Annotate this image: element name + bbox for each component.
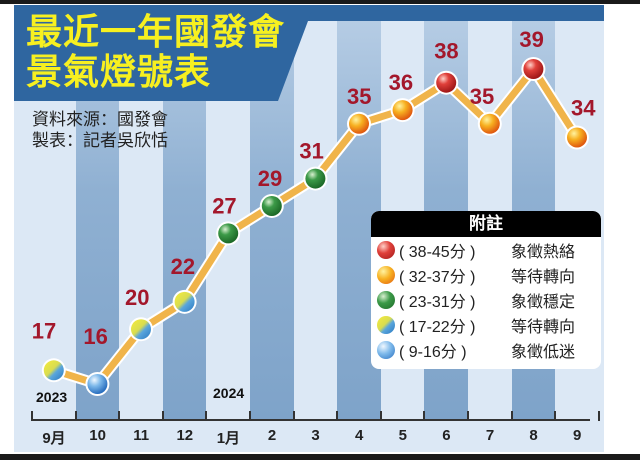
x-axis-label: 12 bbox=[176, 427, 194, 444]
source-credit: 資料來源：國發會 製表：記者吳欣恬 bbox=[32, 110, 168, 152]
signal-marker-green bbox=[218, 223, 239, 244]
signal-marker-yellow-blue bbox=[131, 319, 151, 340]
x-axis-label: 5 bbox=[398, 427, 407, 444]
x-axis-label: 1月 bbox=[216, 430, 241, 447]
x-axis-tick bbox=[205, 411, 208, 421]
signal-marker-yellow-red bbox=[479, 113, 500, 134]
x-axis-label: 11 bbox=[133, 427, 150, 444]
legend-item: ( 23-31分 ) 象徵穩定 bbox=[371, 287, 601, 312]
legend-range: ( 9-16分 ) bbox=[399, 343, 467, 361]
legend-range: ( 17-22分 ) bbox=[399, 318, 476, 336]
author-line: 製表：記者吳欣恬 bbox=[32, 131, 168, 151]
x-axis-tick bbox=[467, 411, 469, 421]
value-label: 17 bbox=[32, 318, 56, 343]
x-axis-label: 6 bbox=[442, 427, 451, 444]
signal-marker-green bbox=[261, 195, 282, 216]
x-axis-label: 4 bbox=[355, 427, 364, 444]
legend-range: ( 38-45分 ) bbox=[399, 243, 476, 261]
marker-layer bbox=[41, 57, 589, 396]
x-axis-tick bbox=[423, 411, 426, 421]
year-label-2024: 2024 bbox=[213, 385, 245, 401]
x-axis-tick bbox=[554, 411, 557, 421]
signal-marker-yellow-red bbox=[392, 100, 413, 121]
x-axis-label: 8 bbox=[529, 427, 538, 444]
signal-marker-yellow-red bbox=[349, 113, 369, 134]
legend-meaning: 等待轉向 bbox=[511, 266, 576, 286]
signal-marker-red bbox=[436, 72, 457, 93]
legend-item: ( 38-45分 ) 象徵熱絡 bbox=[371, 237, 601, 262]
value-label: 20 bbox=[125, 285, 149, 310]
legend-item: ( 17-22分 ) 等待轉向 bbox=[371, 312, 601, 337]
x-axis-tick bbox=[379, 411, 382, 421]
legend-item: ( 9-16分 ) 象徵低迷 bbox=[371, 337, 601, 362]
x-axis-tick bbox=[74, 411, 77, 421]
x-axis-label: 9 bbox=[573, 427, 582, 444]
signal-marker-green bbox=[305, 168, 326, 189]
top-border bbox=[0, 0, 640, 4]
legend-item: ( 32-37分 ) 等待轉向 bbox=[371, 262, 601, 287]
legend-box: 附註 ( 38-45分 ) 象徵熱絡( 32-37分 ) 等待轉向( 23-31分 … bbox=[371, 211, 601, 369]
x-axis-tick bbox=[31, 411, 33, 421]
column-band bbox=[293, 5, 338, 420]
x-axis-tick bbox=[510, 411, 513, 421]
title-line-2: 景氣燈號表 bbox=[26, 52, 212, 93]
title-line-1: 最近一年國發會 bbox=[26, 12, 286, 53]
value-label: 29 bbox=[258, 166, 282, 191]
value-label: 39 bbox=[519, 27, 543, 52]
x-axis-label: 10 bbox=[89, 427, 106, 444]
legend-range: ( 23-31分 ) bbox=[399, 293, 476, 311]
chart-panel: 最近一年國發會 景氣燈號表 資料來源：國發會 製表：記者吳欣恬 9月 10 11 12… bbox=[14, 5, 604, 452]
legend-range: ( 32-37分 ) bbox=[399, 268, 476, 286]
x-axis-line bbox=[32, 419, 590, 421]
value-label: 36 bbox=[389, 70, 413, 95]
value-label-layer: 17 16 20 22 27 29 31 35 36 38 35 39 34 bbox=[32, 27, 596, 349]
x-axis-tick bbox=[336, 411, 339, 421]
legend-title: 附註 bbox=[371, 211, 601, 237]
legend-meaning: 等待轉向 bbox=[511, 316, 576, 336]
legend-meaning: 象徵低迷 bbox=[511, 341, 576, 361]
legend-meaning: 象徵穩定 bbox=[511, 291, 576, 311]
value-label: 35 bbox=[347, 84, 371, 109]
x-axis-tick bbox=[118, 411, 121, 421]
value-label: 27 bbox=[212, 193, 236, 218]
value-label: 35 bbox=[470, 84, 494, 109]
year-label-2023: 2023 bbox=[36, 389, 68, 405]
bottom-border bbox=[0, 454, 640, 460]
value-label: 22 bbox=[171, 254, 195, 279]
legend-rows: ( 38-45分 ) 象徵熱絡 ( 32-37分 ) 等待轉向 ( 23-31分 ) 象徵… bbox=[371, 237, 601, 362]
chart-title: 最近一年國發會 景氣燈號表 bbox=[26, 13, 285, 93]
line-chart: 17 16 20 22 27 29 31 35 36 38 35 39 34 bbox=[32, 27, 596, 396]
x-axis-label: 9月 bbox=[42, 430, 66, 447]
signal-light-icon bbox=[377, 340, 395, 359]
header-block bbox=[14, 5, 314, 101]
value-label: 34 bbox=[571, 95, 596, 120]
value-label: 16 bbox=[83, 324, 107, 349]
signal-light-icon bbox=[377, 290, 395, 309]
x-axis-tick bbox=[597, 411, 600, 421]
x-axis-label: 3 bbox=[311, 427, 320, 444]
signal-marker-yellow-blue bbox=[174, 291, 195, 312]
signal-light-icon bbox=[377, 315, 395, 334]
legend-meaning: 象徵熱絡 bbox=[511, 241, 576, 261]
value-label: 38 bbox=[434, 39, 458, 64]
x-axis-tick bbox=[161, 411, 164, 421]
signal-marker-blue bbox=[87, 374, 108, 394]
x-axis-tick bbox=[292, 411, 295, 421]
signal-marker-red bbox=[523, 59, 544, 79]
value-label: 31 bbox=[299, 139, 323, 164]
signal-light-icon bbox=[377, 240, 395, 259]
source-line: 資料來源：國發會 bbox=[32, 110, 168, 130]
x-axis-label: 7 bbox=[485, 427, 495, 444]
x-axis-label: 2 bbox=[267, 427, 277, 444]
signal-marker-yellow-blue bbox=[43, 360, 64, 381]
signal-light-icon bbox=[377, 265, 395, 284]
signal-marker-yellow-red bbox=[567, 127, 587, 148]
x-axis-tick bbox=[249, 411, 251, 421]
